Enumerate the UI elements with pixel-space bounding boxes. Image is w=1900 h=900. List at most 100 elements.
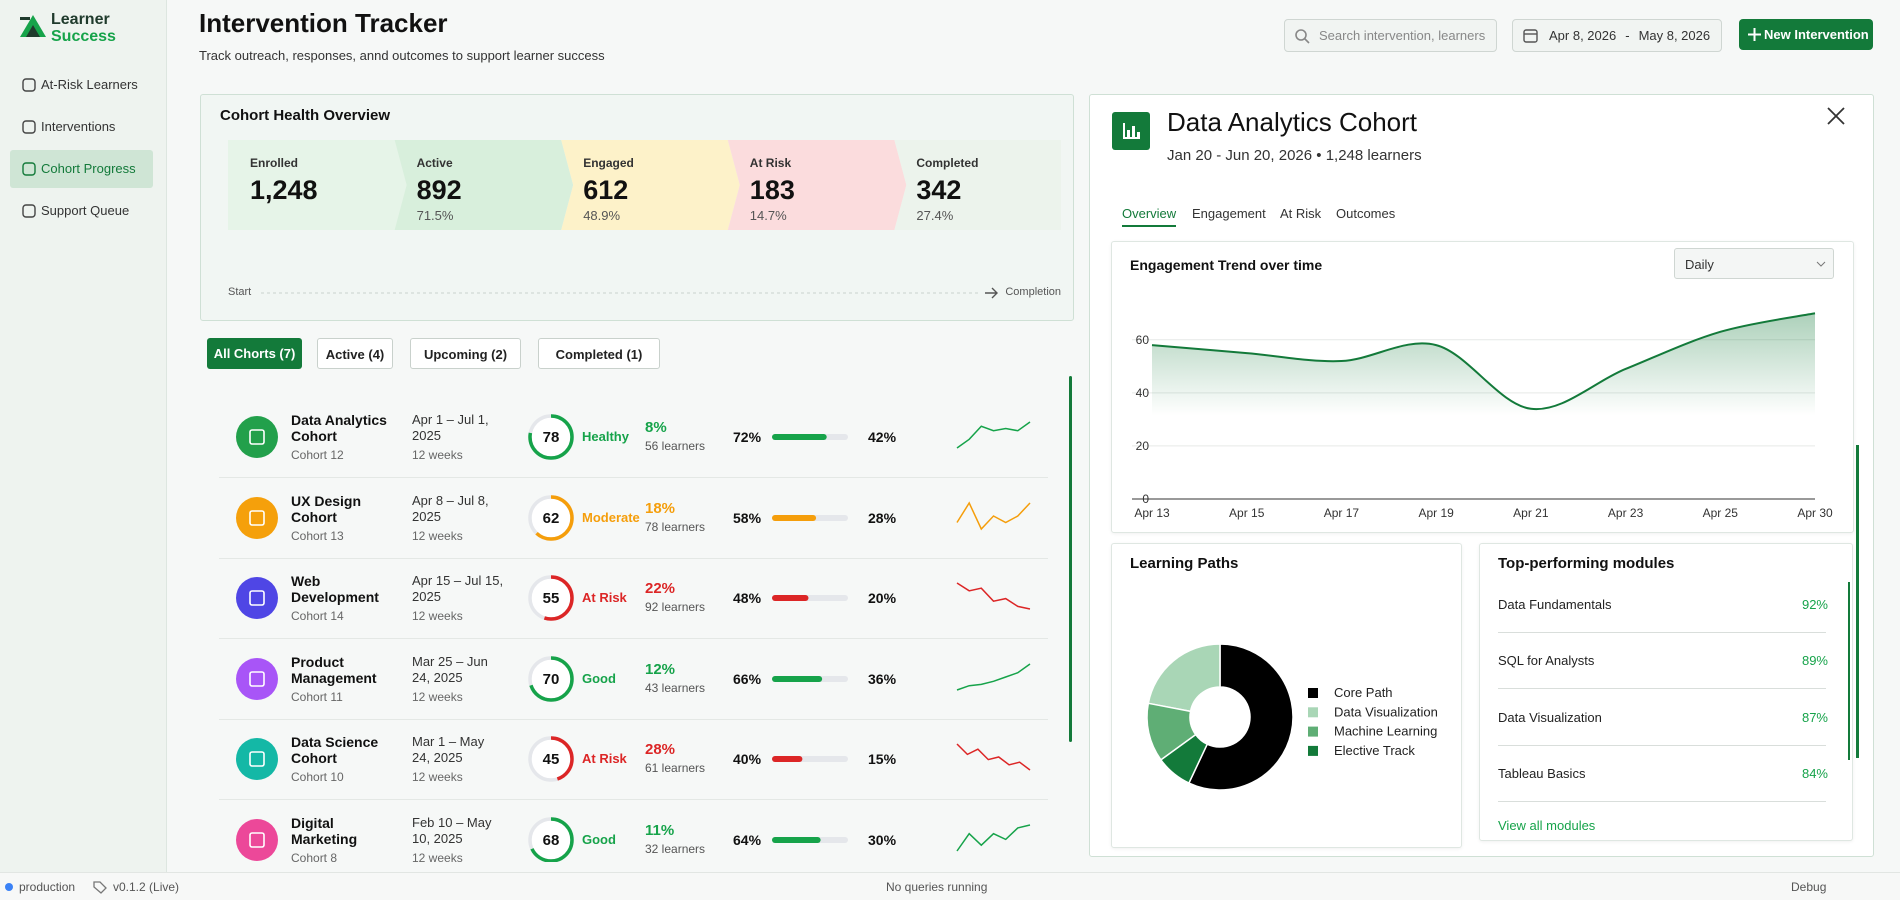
cohort-row[interactable]: Data Analytics Cohort Cohort 12 Apr 1 – Ju…	[200, 397, 1075, 478]
area	[1152, 313, 1815, 499]
x-tick-label: Apr 23	[1608, 506, 1644, 520]
card-title: Cohort Health Overview	[220, 107, 391, 124]
x-tick-label: Apr 17	[1324, 506, 1360, 520]
nav-item[interactable]: Interventions	[10, 108, 153, 146]
sparkline-path	[956, 582, 1031, 610]
date-block: Feb 10 – May 10, 2025 12 weeks	[412, 815, 504, 863]
filter-button[interactable]: Completed (1)	[538, 338, 660, 369]
overview-card: Cohort Health Overview Enrolled 1,248 Acti…	[200, 94, 1074, 321]
score-label: 68	[543, 832, 560, 849]
icon-glyph	[249, 751, 265, 767]
nav-label: Support Queue	[41, 203, 130, 218]
cohort-name: Data Analytics Cohort	[291, 412, 387, 444]
progress-fill	[772, 675, 823, 682]
arrow	[985, 287, 998, 299]
cohort-duration: 12 weeks	[412, 448, 463, 462]
x-tick-label: Apr 25	[1703, 506, 1739, 520]
icon-glyph	[249, 509, 265, 526]
scrollbar	[1069, 376, 1072, 742]
nav-icon-shape	[22, 120, 36, 134]
filter-button[interactable]: Active (4)	[317, 338, 393, 369]
sparkline	[956, 500, 1031, 530]
stage-label: At Risk	[749, 156, 792, 170]
score-ring: 55	[528, 575, 574, 621]
cohort-row[interactable]: Web Development Cohort 14 Apr 15 – Jul 15,…	[200, 558, 1075, 639]
nav-item[interactable]: At-Risk Learners	[10, 66, 153, 104]
stage-value: 342	[916, 175, 962, 205]
search-placeholder: Search intervention, learners	[1319, 28, 1486, 43]
filter-button[interactable]: Upcoming (2)	[410, 338, 521, 369]
stage-value: 892	[416, 175, 462, 205]
module-score: 87%	[1801, 709, 1828, 725]
y-tick-label: 40	[1136, 386, 1150, 400]
row-divider	[219, 557, 1048, 559]
pie-chart: Core Path Data Visualization Machine Learn…	[1146, 643, 1438, 791]
stage-label: Engaged	[583, 156, 634, 170]
sparkline-path	[956, 421, 1031, 449]
icon-circle	[236, 496, 278, 539]
scrollbar	[1856, 445, 1859, 758]
cohort-row[interactable]: UX Design Cohort Cohort 13 Apr 8 – Jul 8, …	[200, 478, 1075, 559]
view-all-link[interactable]: View all modules	[1498, 818, 1596, 833]
nav-item[interactable]: Cohort Progress	[10, 150, 153, 188]
cohort-id: Cohort 11	[291, 689, 343, 704]
cohort-row[interactable]: Product Management Cohort 11 Mar 25 – Jun …	[200, 639, 1075, 720]
date-picker[interactable]: Apr 8, 2026 - May 8, 2026	[1512, 19, 1722, 52]
module-score: 84%	[1801, 765, 1828, 781]
tab[interactable]: Outcomes	[1336, 206, 1396, 221]
progress-bar	[772, 514, 848, 521]
cohort-icon	[236, 496, 278, 539]
y-tick-label: 20	[1136, 439, 1150, 453]
cohort-name-block: Digital Marketing Cohort 8	[291, 815, 396, 863]
tab[interactable]: Engagement	[1192, 206, 1266, 221]
tab[interactable]: Overview	[1122, 206, 1177, 227]
date-block: Apr 1 – Jul 1, 2025 12 weeks	[412, 412, 504, 462]
nav-item[interactable]: Support Queue	[10, 192, 153, 230]
version: v0.1.2 (Live)	[113, 880, 180, 894]
cohort-dates: Apr 15 – Jul 15, 2025	[412, 573, 504, 604]
ring-arc	[528, 414, 574, 460]
dropdown-label: Daily	[1685, 257, 1714, 272]
sidebar: Learner Success At-Risk Learners Interven…	[0, 0, 167, 872]
stage-value: 1,248	[250, 175, 318, 205]
stage-note: 71.5%	[416, 208, 454, 223]
sparkline-path	[956, 823, 1031, 851]
period-dropdown[interactable]: Daily	[1674, 248, 1834, 279]
environment: production	[19, 880, 76, 894]
completion-value: 20%	[868, 590, 897, 606]
footer: production v0.1.2 (Live) No queries runn…	[0, 872, 1900, 900]
button-label: New Intervention	[1764, 27, 1869, 42]
date-end: May 8, 2026	[1638, 28, 1711, 43]
cohort-name: Product Management	[291, 653, 377, 686]
nav-label: Interventions	[41, 119, 116, 134]
search-box[interactable]: Search intervention, learners	[1284, 19, 1497, 52]
pie-slice	[1187, 643, 1294, 791]
cohort-row[interactable]: Data Science Cohort Cohort 10 Mar 1 – May …	[200, 719, 1075, 800]
new-intervention-button[interactable]: New Intervention	[1739, 19, 1873, 50]
learner-count: 32 learners	[645, 841, 706, 856]
nav-label: Cohort Progress	[41, 161, 136, 176]
debug-button[interactable]: Debug	[1791, 880, 1827, 894]
cohort-name: UX Design Cohort	[291, 492, 362, 525]
nav-icon	[22, 162, 36, 176]
stage-label: Completed	[916, 156, 979, 170]
card-title: Top-performing modules	[1498, 555, 1675, 572]
brand-line: Success	[51, 28, 116, 45]
cohort-row[interactable]: Digital Marketing Cohort 8 Feb 10 – May 10…	[200, 800, 1075, 863]
sparkline	[956, 743, 1031, 771]
pie-slice	[1159, 733, 1209, 785]
close-button[interactable]	[1825, 105, 1847, 127]
date-block: Apr 15 – Jul 15, 2025 12 weeks	[412, 573, 504, 623]
completion-value: 28%	[868, 509, 897, 526]
nav-icon	[22, 78, 36, 92]
page-title: Intervention Tracker	[199, 8, 448, 38]
status-label: Good	[582, 670, 616, 686]
progress-fill	[772, 756, 803, 762]
cohort-name: Data Science Cohort	[291, 734, 379, 766]
tab[interactable]: At Risk	[1280, 206, 1322, 221]
date-block: Mar 1 – May 24, 2025 12 weeks	[412, 734, 504, 784]
module-divider	[1498, 632, 1826, 633]
learner-count: 61 learners	[645, 761, 706, 775]
filter-button[interactable]: All Chorts (7)	[207, 338, 302, 369]
